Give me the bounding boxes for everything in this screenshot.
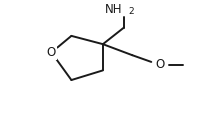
Text: O: O xyxy=(155,58,164,71)
Text: 2: 2 xyxy=(129,7,134,16)
Text: NH: NH xyxy=(105,3,123,16)
Text: O: O xyxy=(47,46,56,59)
